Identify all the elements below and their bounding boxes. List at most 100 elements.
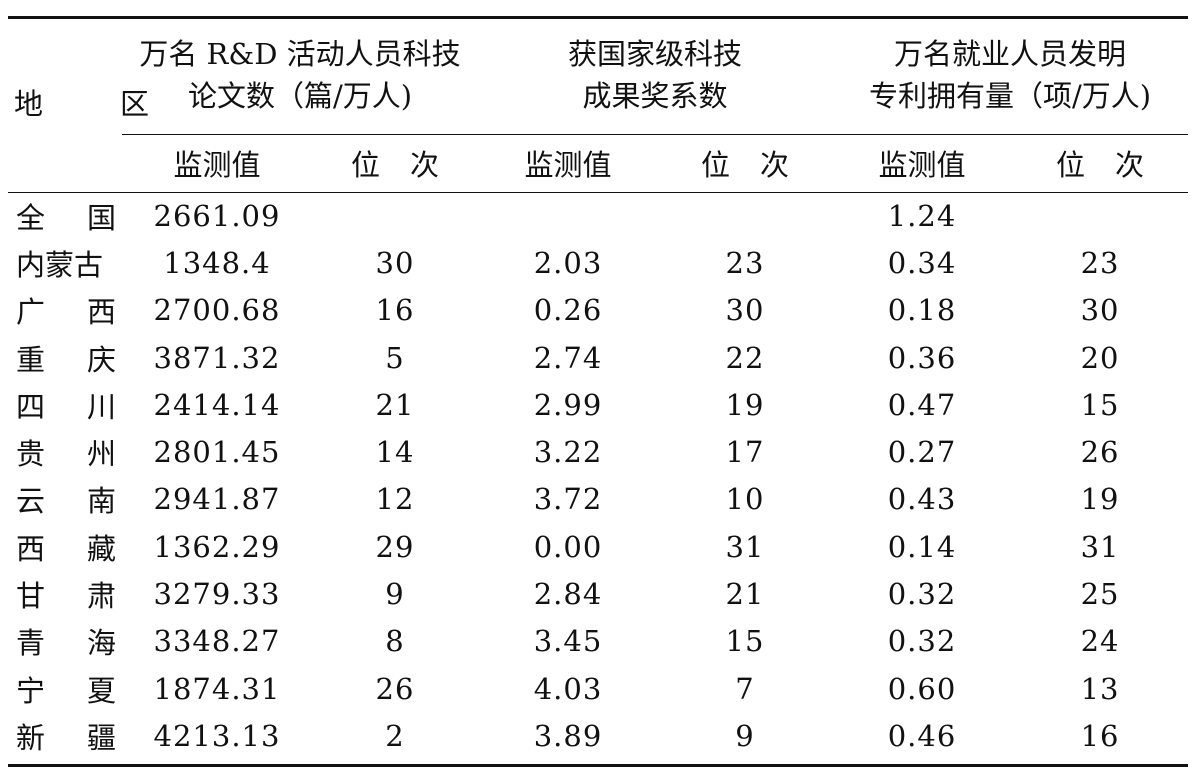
awards-rank-cell: 9 bbox=[735, 718, 755, 753]
region-cell: 四川 bbox=[8, 381, 122, 428]
patents-value-cell: 0.14 bbox=[887, 529, 957, 564]
awards-value-cell: 3.72 bbox=[533, 482, 603, 517]
papers-value-cell: 3871.32 bbox=[153, 340, 281, 375]
awards-value-cell: 0.00 bbox=[533, 529, 603, 564]
patents-value-cell: 0.36 bbox=[887, 340, 957, 375]
patents-rank-cell: 24 bbox=[1080, 624, 1120, 659]
papers-rank-cell: 14 bbox=[375, 435, 415, 470]
papers-rank-cell: 2 bbox=[385, 718, 405, 753]
awards-value-cell: 2.03 bbox=[533, 245, 603, 280]
awards-rank-cell: 17 bbox=[725, 435, 765, 470]
patents-value-cell: 0.18 bbox=[887, 293, 957, 328]
patents-rank-cell: 25 bbox=[1080, 577, 1120, 612]
papers-rank-cell: 26 bbox=[375, 671, 415, 706]
region-cell: 重庆 bbox=[8, 334, 122, 381]
papers-rank-cell bbox=[312, 192, 478, 239]
awards-group-header: 获国家级科技 成果奖系数 bbox=[478, 16, 832, 134]
region-name: 西藏 bbox=[16, 531, 116, 566]
patents-value-cell: 0.60 bbox=[887, 671, 957, 706]
papers-rank-header: 位次 bbox=[350, 148, 469, 182]
region-cell: 新疆 bbox=[8, 712, 122, 759]
papers-rank-cell: 12 bbox=[375, 482, 415, 517]
papers-value-cell: 3348.27 bbox=[153, 624, 281, 659]
region-name: 全国 bbox=[16, 200, 116, 235]
papers-value-cell: 3279.33 bbox=[153, 577, 281, 612]
awards-rank-cell: 21 bbox=[725, 577, 765, 612]
awards-rank-header: 位次 bbox=[701, 148, 820, 182]
region-name: 青海 bbox=[16, 626, 116, 661]
table-bottom-rule bbox=[8, 764, 1188, 767]
region-name: 贵州 bbox=[16, 437, 116, 472]
awards-rank-cell: 22 bbox=[725, 340, 765, 375]
region-cell: 贵州 bbox=[8, 428, 122, 475]
awards-value-cell: 3.89 bbox=[533, 718, 603, 753]
awards-rank-cell: 23 bbox=[725, 245, 765, 280]
table-row: 四川 2414.14 21 2.99 19 0.47 15 bbox=[8, 381, 1188, 428]
region-name: 内蒙古 bbox=[16, 247, 104, 282]
papers-rank-cell: 8 bbox=[385, 624, 405, 659]
region-name: 四川 bbox=[16, 389, 116, 424]
patents-rank-cell: 19 bbox=[1080, 482, 1120, 517]
awards-rank-cell: 19 bbox=[725, 387, 765, 422]
patents-group-header: 万名就业人员发明 专利拥有量（项/万人) bbox=[832, 16, 1188, 134]
patents-rank-cell: 31 bbox=[1080, 529, 1120, 564]
table-row: 青海 3348.27 8 3.45 15 0.32 24 bbox=[8, 618, 1188, 665]
region-cell: 宁夏 bbox=[8, 665, 122, 712]
table-row: 宁夏 1874.31 26 4.03 7 0.60 13 bbox=[8, 665, 1188, 712]
indicator-table: 地 区 万名 R&D 活动人员科技 论文数（篇/万人) 获国家级科技 成果奖系数… bbox=[8, 16, 1188, 760]
papers-rank-cell: 30 bbox=[375, 245, 415, 280]
region-name: 广西 bbox=[16, 295, 116, 330]
papers-rank-cell: 16 bbox=[375, 293, 415, 328]
papers-header-line2: 论文数（篇/万人) bbox=[187, 79, 413, 113]
table-row: 贵州 2801.45 14 3.22 17 0.27 26 bbox=[8, 428, 1188, 475]
table-row: 全国 2661.09 1.24 bbox=[8, 192, 1188, 239]
patents-value-cell: 0.34 bbox=[887, 245, 957, 280]
awards-value-cell: 2.99 bbox=[533, 387, 603, 422]
patents-value-cell: 1.24 bbox=[887, 198, 957, 233]
table-row: 新疆 4213.13 2 3.89 9 0.46 16 bbox=[8, 712, 1188, 759]
awards-rank-cell: 10 bbox=[725, 482, 765, 517]
papers-value-cell: 2941.87 bbox=[153, 482, 281, 517]
awards-header-line1: 获国家级科技 bbox=[568, 37, 743, 71]
patents-rank-cell: 16 bbox=[1080, 718, 1120, 753]
region-cell: 云南 bbox=[8, 476, 122, 523]
patents-rank-cell: 26 bbox=[1080, 435, 1120, 470]
awards-value-cell: 4.03 bbox=[533, 671, 603, 706]
awards-rank-cell: 30 bbox=[725, 293, 765, 328]
patents-rank-cell: 23 bbox=[1080, 245, 1120, 280]
region-cell: 全国 bbox=[8, 192, 122, 239]
region-name: 新疆 bbox=[16, 720, 116, 755]
awards-rank-cell: 31 bbox=[725, 529, 765, 564]
table-group-rule bbox=[122, 134, 1188, 135]
table-row: 内蒙古 1348.4 30 2.03 23 0.34 23 bbox=[8, 239, 1188, 286]
patents-value-cell: 0.27 bbox=[887, 435, 957, 470]
papers-value-cell: 1348.4 bbox=[163, 245, 271, 280]
papers-rank-cell: 5 bbox=[385, 340, 405, 375]
papers-rank-cell: 29 bbox=[375, 529, 415, 564]
region-column-header: 地 区 bbox=[14, 87, 174, 121]
awards-value-header: 监测值 bbox=[524, 148, 612, 182]
papers-value-cell: 2661.09 bbox=[153, 198, 281, 233]
awards-value-cell: 2.74 bbox=[533, 340, 603, 375]
table-top-rule bbox=[8, 16, 1188, 19]
papers-group-header: 万名 R&D 活动人员科技 论文数（篇/万人) bbox=[122, 16, 478, 134]
region-name: 重庆 bbox=[16, 342, 116, 377]
region-cell: 内蒙古 bbox=[8, 239, 122, 286]
patents-rank-header: 位次 bbox=[1056, 148, 1175, 182]
patents-value-header: 监测值 bbox=[878, 148, 966, 182]
papers-value-cell: 2700.68 bbox=[153, 293, 281, 328]
region-cell: 西藏 bbox=[8, 523, 122, 570]
region-cell: 广西 bbox=[8, 287, 122, 334]
awards-rank-cell bbox=[658, 192, 832, 239]
table-row: 云南 2941.87 12 3.72 10 0.43 19 bbox=[8, 476, 1188, 523]
patents-value-cell: 0.47 bbox=[887, 387, 957, 422]
papers-rank-cell: 21 bbox=[375, 387, 415, 422]
patents-value-cell: 0.32 bbox=[887, 624, 957, 659]
papers-header-line1: 万名 R&D 活动人员科技 bbox=[139, 37, 461, 71]
papers-value-header: 监测值 bbox=[173, 148, 261, 182]
region-name: 宁夏 bbox=[16, 673, 116, 708]
table-row: 重庆 3871.32 5 2.74 22 0.36 20 bbox=[8, 334, 1188, 381]
table-header: 地 区 万名 R&D 活动人员科技 论文数（篇/万人) 获国家级科技 成果奖系数… bbox=[8, 16, 1188, 192]
region-name: 云南 bbox=[16, 484, 116, 519]
